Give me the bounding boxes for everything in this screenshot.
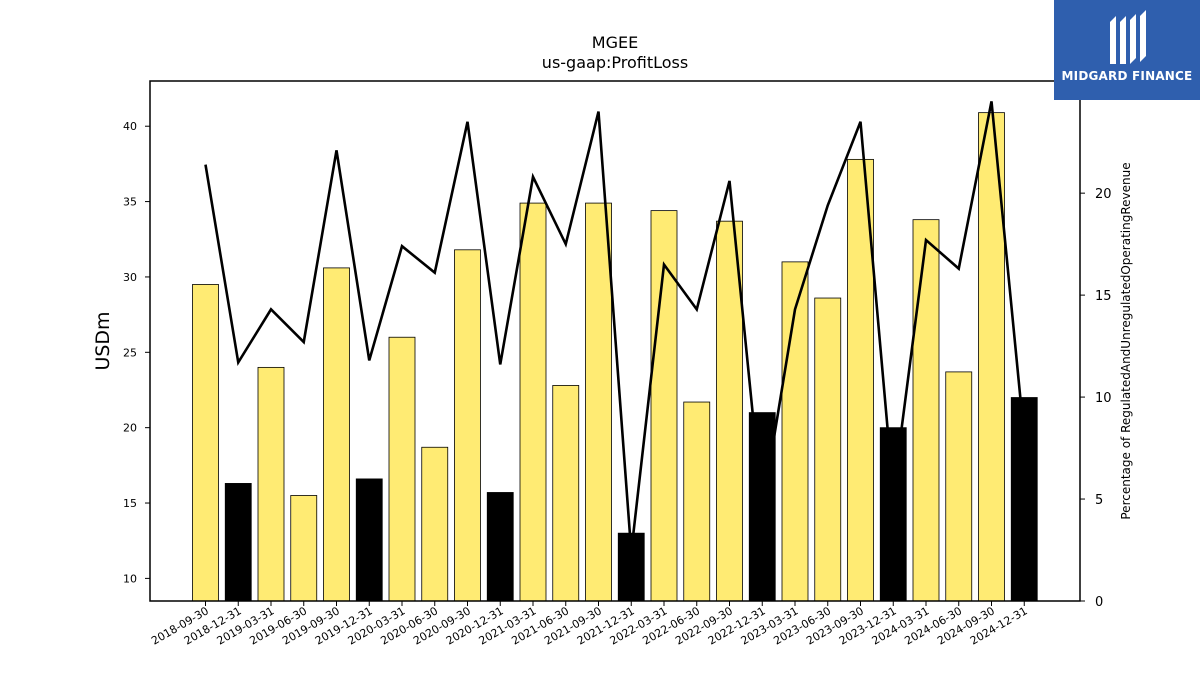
y-tick-label: 25 [123, 346, 137, 359]
bar-2021-06-30 [552, 385, 580, 602]
y2-axis: 0 5 10 15 20 [1080, 187, 1112, 610]
bars-layer [192, 112, 1038, 602]
y-axis: 10 15 20 25 30 35 40 [123, 120, 150, 585]
bar-2024-03-31 [912, 219, 940, 602]
logo-text: MIDGARD FINANCE [1061, 69, 1193, 83]
bar-2019-12-31 [355, 478, 383, 602]
midgard-logo-icon [1110, 10, 1146, 64]
bar-2022-06-30 [683, 401, 711, 602]
bar-2023-03-31 [781, 261, 809, 602]
bar-2024-06-30 [945, 371, 973, 602]
y-tick-label: 40 [123, 120, 137, 133]
bar-2020-06-30 [421, 446, 449, 602]
bar-2023-06-30 [814, 297, 842, 602]
bar-2022-09-30 [716, 220, 743, 602]
y-tick-label: 10 [123, 572, 137, 585]
y2-axis-label: Percentage of RegulatedAndUnregulatedOpe… [1119, 162, 1133, 519]
y-axis-label: USDm [92, 311, 114, 370]
y-tick-label: 20 [123, 422, 137, 435]
line-layer [204, 101, 1026, 553]
bar-2018-12-31 [224, 483, 252, 602]
y2-tick-label: 15 [1095, 289, 1112, 304]
bar-2020-12-31 [486, 492, 514, 602]
bar-2020-03-31 [388, 336, 416, 602]
bar-2018-09-30 [192, 284, 219, 602]
y-tick-label: 15 [123, 497, 137, 510]
chart-title: MGEE [592, 33, 638, 52]
bar-2019-09-30 [323, 267, 350, 602]
y2-tick-label: 5 [1095, 493, 1103, 508]
bar-2023-12-31 [879, 427, 907, 602]
bar-2020-09-30 [454, 249, 481, 602]
y2-tick-label: 20 [1095, 187, 1112, 202]
bar-2021-03-31 [519, 202, 547, 602]
y-tick-label: 30 [123, 271, 137, 284]
x-axis: 2018-09-302018-12-312019-03-312019-06-30… [149, 601, 1030, 648]
y2-tick-label: 10 [1095, 391, 1112, 406]
series-line [204, 101, 1026, 553]
y-tick-label: 35 [123, 196, 137, 209]
bar-2019-03-31 [257, 366, 285, 602]
bar-2021-09-30 [585, 202, 612, 602]
brand-logo: MIDGARD FINANCE [1054, 0, 1200, 100]
y2-tick-label: 0 [1095, 595, 1103, 610]
plot-frame [149, 80, 1081, 602]
chart-subtitle: us-gaap:ProfitLoss [542, 53, 688, 72]
bar-2019-06-30 [290, 495, 318, 602]
